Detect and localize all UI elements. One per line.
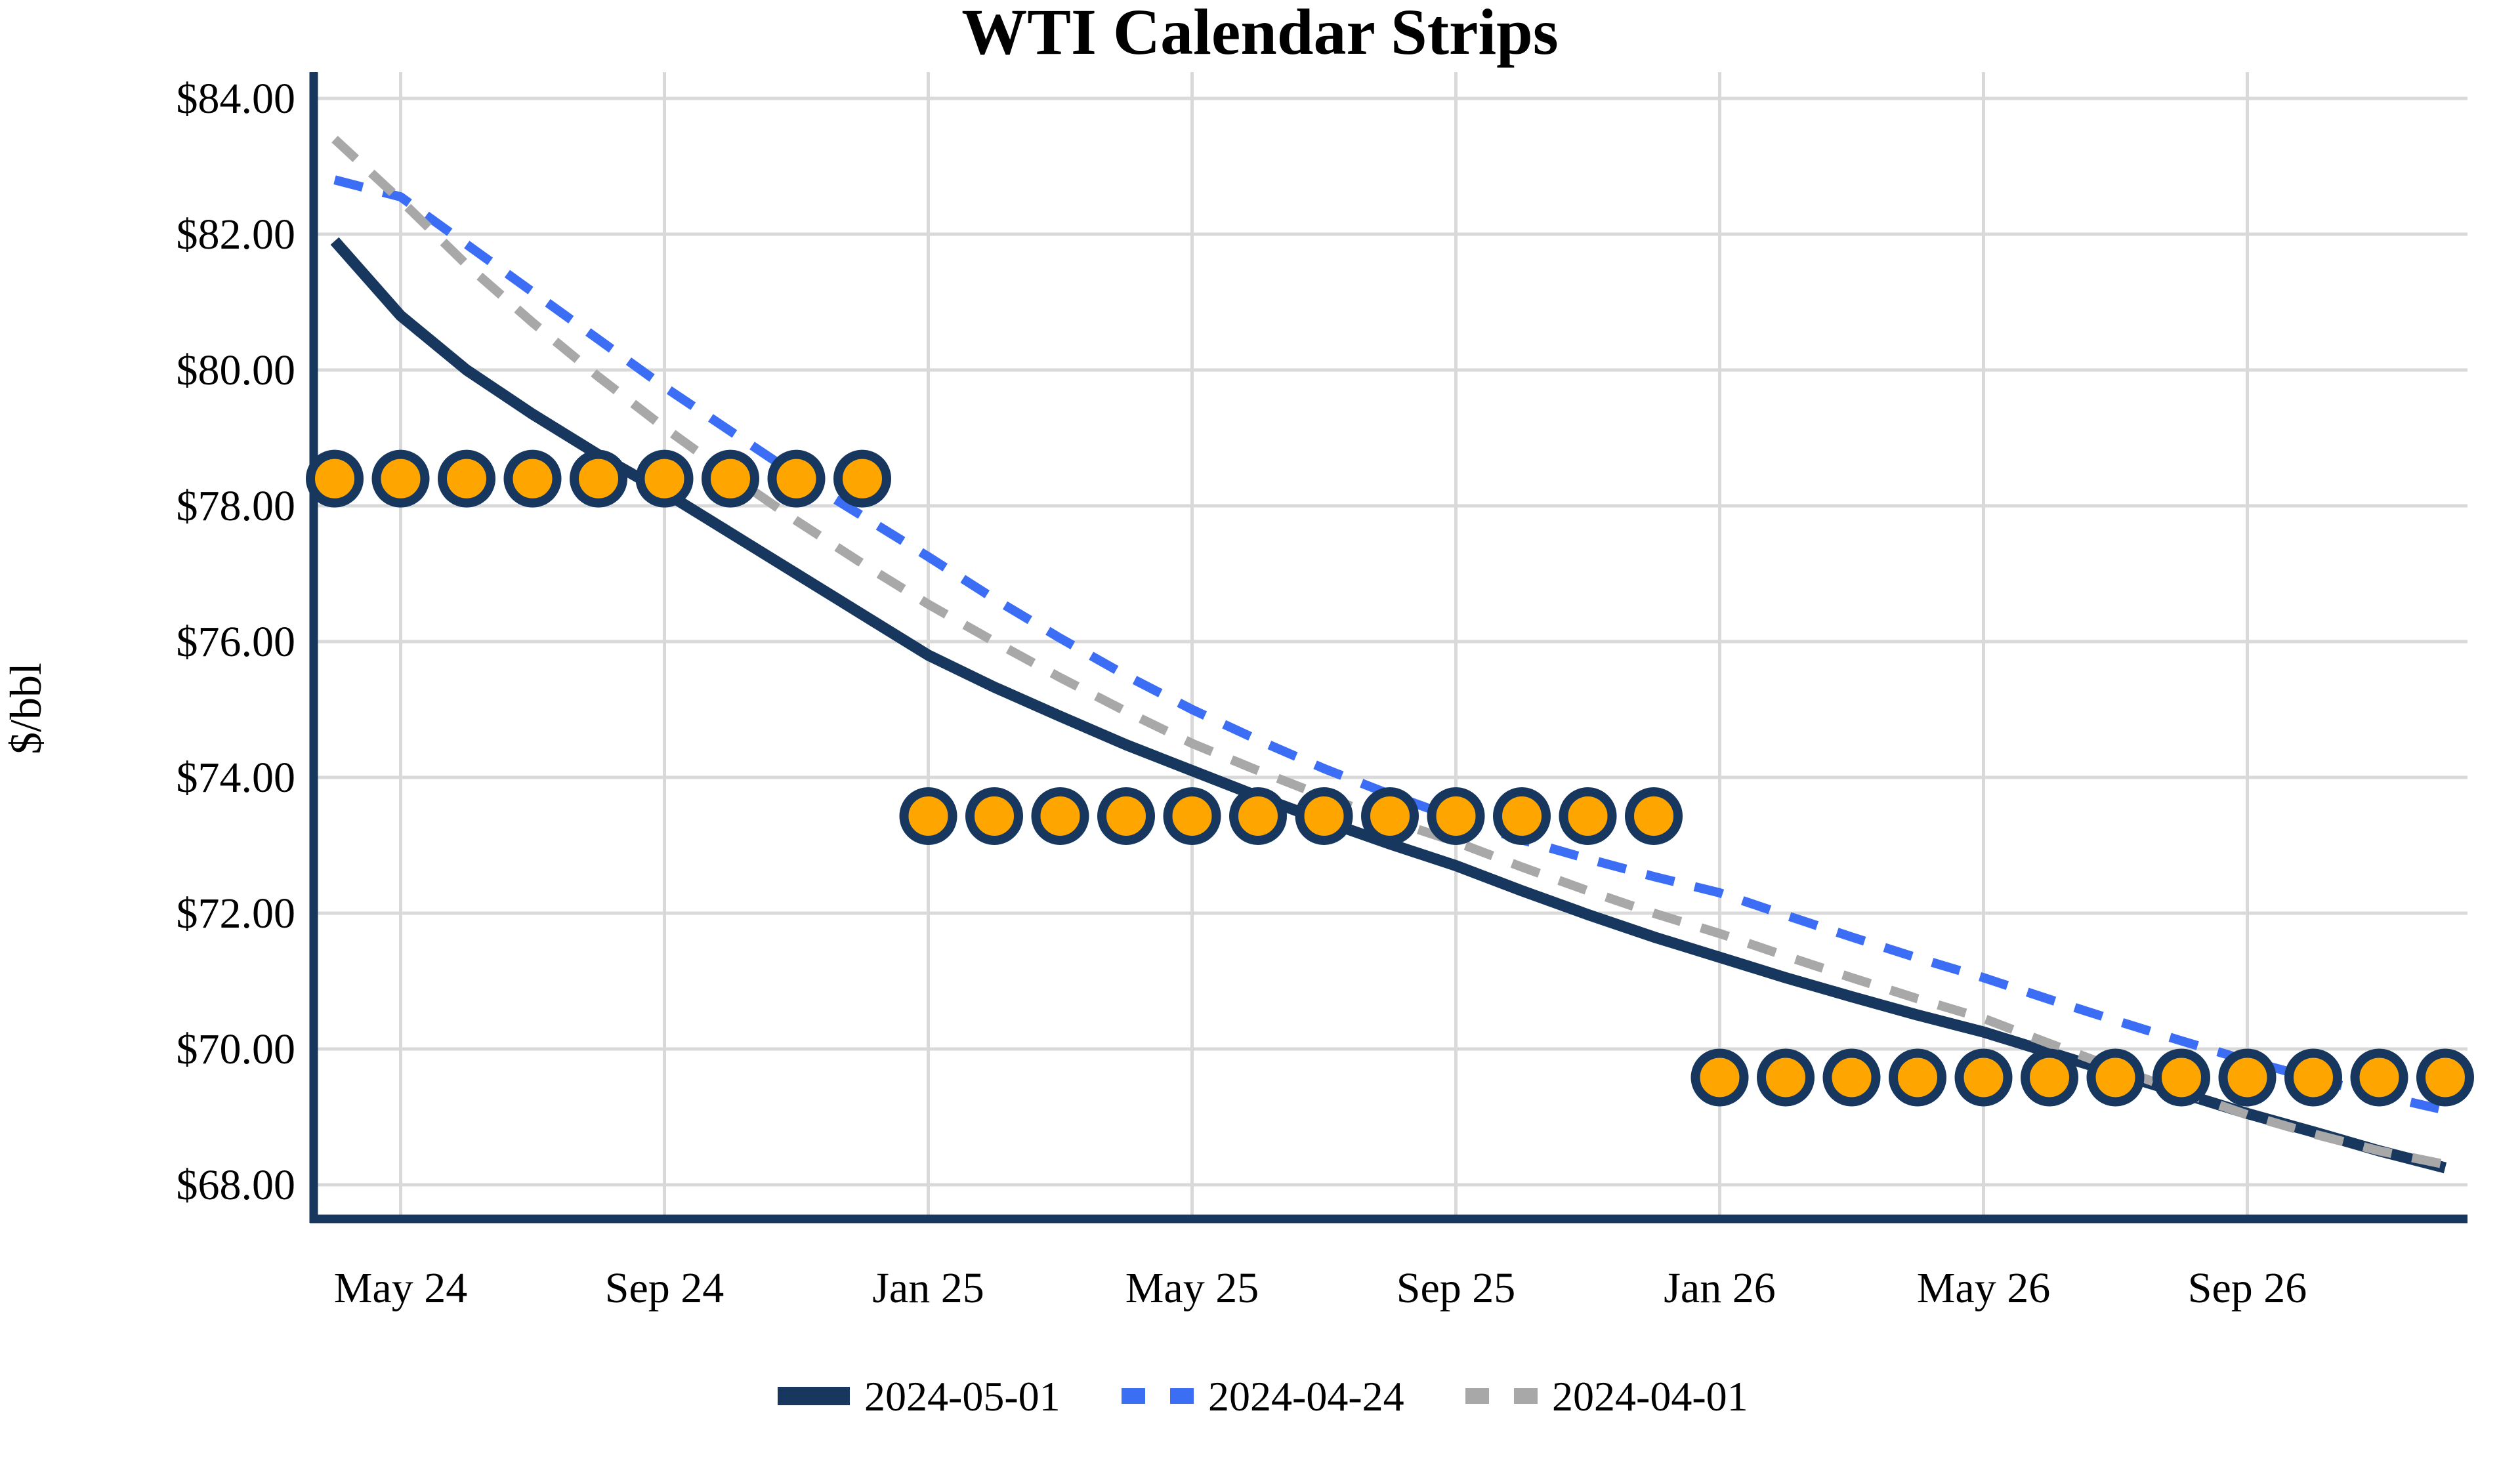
legend-item-2024-04-01: 2024-04-01 <box>1465 1373 1748 1420</box>
y-tick-label: $74.00 <box>177 754 296 802</box>
x-tick-label: May 26 <box>1917 1264 2050 1312</box>
cal-2026-strip-marker <box>2086 1048 2145 1107</box>
cal-2024-strip-marker <box>570 449 627 508</box>
cal-2026-strip-marker <box>1690 1048 1749 1107</box>
chart-title: WTI Calendar Strips <box>961 0 1558 68</box>
y-tick-label: $68.00 <box>177 1161 296 1209</box>
gridlines <box>314 72 2468 1219</box>
x-tick-label: May 24 <box>334 1264 467 1312</box>
cal-2026-strip-marker <box>1889 1048 1946 1107</box>
x-tick-label: Jan 25 <box>872 1264 984 1312</box>
cal-2024-strip-marker <box>371 449 430 508</box>
cal-2024-strip-marker <box>438 449 495 508</box>
legend-item-2024-05-01: 2024-05-01 <box>778 1373 1060 1420</box>
cal-2026-strip-marker <box>1822 1048 1881 1107</box>
cal-2025-strip-marker <box>1493 787 1551 845</box>
cal-2025-strip-marker <box>899 787 957 845</box>
x-axis-tick-labels: May 24 Sep 24 Jan 25 May 25 Sep 25 Jan 26 May … <box>334 1264 2307 1312</box>
cal-2026-strip-marker <box>2350 1048 2408 1107</box>
series-lines <box>330 135 2447 1174</box>
legend-swatch-solid <box>778 1387 850 1405</box>
legend-label: 2024-05-01 <box>864 1373 1060 1420</box>
x-tick-label: Jan 26 <box>1664 1264 1775 1312</box>
y-tick-label: $76.00 <box>177 618 296 666</box>
y-axis-label: $/bbl <box>1 663 51 754</box>
cal-2025-strip-marker <box>1361 787 1419 845</box>
cal-2025-strip-marker <box>1625 787 1683 845</box>
legend: 2024-05-01 2024-04-24 2024-04-01 <box>778 1373 1748 1420</box>
legend-item-2024-04-24: 2024-04-24 <box>1122 1373 1404 1420</box>
cal-2025-strip-marker <box>1097 787 1155 845</box>
cal-2026-strip-marker <box>2284 1048 2342 1107</box>
cal-2024-strip-marker <box>306 449 364 508</box>
cal-2025-strip-marker <box>1427 787 1485 845</box>
legend-label: 2024-04-01 <box>1552 1373 1748 1420</box>
cal-2025-strip-marker <box>1295 787 1353 845</box>
y-tick-label: $70.00 <box>177 1025 296 1073</box>
cal-2025-strip-marker <box>1163 787 1221 845</box>
cal-2024-strip-marker <box>833 449 891 508</box>
series-line-2024-04-24 <box>333 175 2446 1115</box>
cal-2026-strip-marker <box>2218 1048 2277 1107</box>
cal-2024-strip-marker <box>702 449 759 508</box>
axes <box>309 72 2468 1223</box>
cal-2026-strip-marker <box>1757 1048 1815 1107</box>
y-tick-label: $80.00 <box>177 346 296 394</box>
y-tick-label: $78.00 <box>177 482 296 530</box>
y-tick-label: $82.00 <box>177 211 296 258</box>
y-axis-tick-labels: $84.00 $82.00 $80.00 $78.00 $76.00 $74.00 $72.… <box>177 75 296 1209</box>
x-tick-label: Sep 25 <box>1396 1264 1516 1312</box>
x-tick-label: May 25 <box>1125 1264 1259 1312</box>
y-tick-label: $84.00 <box>177 75 296 123</box>
cal-2024-strip-marker <box>503 449 562 508</box>
calendar-strip-markers <box>306 449 2474 1107</box>
x-tick-label: Sep 26 <box>2188 1264 2307 1312</box>
cal-2025-strip-marker <box>1031 787 1089 845</box>
cal-2025-strip-marker <box>1229 787 1287 845</box>
x-tick-label: Sep 24 <box>605 1264 724 1312</box>
cal-2024-strip-marker <box>767 449 826 508</box>
cal-2026-strip-marker <box>2416 1048 2474 1107</box>
y-tick-label: $72.00 <box>177 890 296 937</box>
cal-2026-strip-marker <box>1954 1048 2013 1107</box>
series-line-2024-04-01 <box>331 135 2446 1169</box>
legend-label: 2024-04-24 <box>1208 1373 1404 1420</box>
cal-2026-strip-marker <box>2152 1048 2210 1107</box>
cal-2025-strip-marker <box>1559 787 1617 845</box>
cal-2026-strip-marker <box>2021 1048 2078 1107</box>
cal-2024-strip-marker <box>635 449 694 508</box>
cal-2025-strip-marker <box>965 787 1023 845</box>
